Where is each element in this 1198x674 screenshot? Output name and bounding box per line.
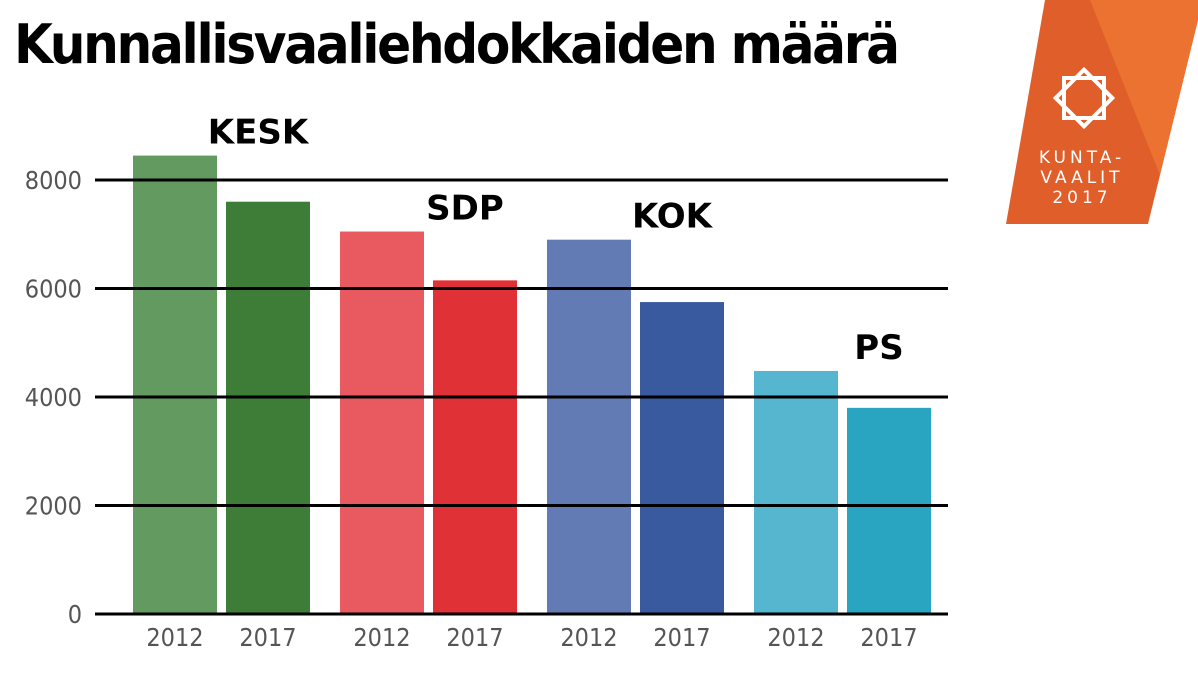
star-icon — [1052, 66, 1116, 130]
logo-text-line2: VAALIT — [1040, 168, 1123, 188]
bar-kok-2017 — [640, 302, 724, 614]
y-tick-label: 2000 — [25, 492, 82, 521]
bar-kok-2012 — [547, 239, 631, 615]
x-tick-label: 2017 — [446, 623, 503, 652]
x-tick-label: 2012 — [767, 623, 824, 652]
logo-text-line3: 2017 — [1052, 188, 1111, 208]
logo-text-line1: KUNTA- — [1039, 148, 1125, 168]
party-label-kesk: KESK — [208, 113, 310, 153]
bar-sdp-2017 — [433, 280, 517, 614]
x-tick-label: 2012 — [560, 623, 617, 652]
bar-kesk-2017 — [226, 201, 310, 614]
party-label-sdp: SDP — [426, 189, 504, 229]
bar-ps-2012 — [754, 370, 838, 614]
x-tick-label: 2017 — [860, 623, 917, 652]
x-tick-label: 2017 — [239, 623, 296, 652]
bar-sdp-2012 — [340, 231, 424, 614]
bar-ps-2017 — [847, 407, 931, 614]
bar-chart: 2012 2017 KESK 2012 2017 SDP 2012 2017 KOK 2012 20… — [25, 113, 948, 652]
logo-highlight — [1090, 0, 1198, 175]
bar-kesk-2012 — [133, 155, 217, 614]
y-tick-label: 6000 — [25, 275, 82, 304]
y-tick-label: 0 — [68, 600, 82, 629]
party-label-ps: PS — [854, 328, 903, 368]
chart-title: Kunnallisvaaliehdokkaiden määrä — [14, 13, 900, 76]
x-tick-label: 2017 — [653, 623, 710, 652]
party-label-kok: KOK — [632, 197, 714, 237]
x-tick-label: 2012 — [146, 623, 203, 652]
y-tick-label: 8000 — [25, 166, 82, 195]
y-tick-label: 4000 — [25, 383, 82, 412]
x-tick-label: 2012 — [353, 623, 410, 652]
